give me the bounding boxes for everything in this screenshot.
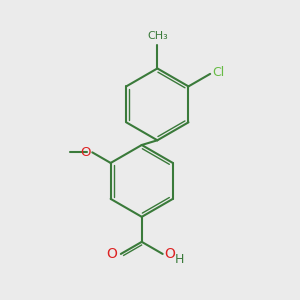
Text: O: O [164, 247, 175, 261]
Text: CH₃: CH₃ [147, 31, 168, 41]
Text: O: O [106, 247, 117, 261]
Text: Cl: Cl [212, 66, 225, 79]
Text: O: O [80, 146, 91, 159]
Text: H: H [175, 253, 184, 266]
